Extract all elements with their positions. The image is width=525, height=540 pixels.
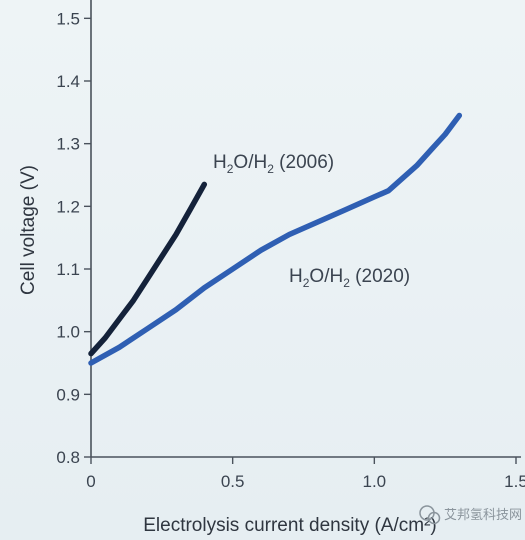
axes: 0.8 0.9 1.0 1.1 1.2 1.3 1.4 1.5 0 0.5 1.0 1.5 [56, 0, 525, 491]
x-tick-label: 0 [86, 472, 95, 491]
x-tick-label: 0.5 [221, 472, 245, 491]
y-tick-label: 1.2 [56, 197, 80, 216]
y-tick-label: 0.8 [56, 448, 80, 467]
watermark-text: 艾邦氢科技网 [444, 508, 522, 523]
x-axis-title: Electrolysis current density (A/cm²) [143, 515, 437, 536]
watermark: 艾邦氢科技网 [419, 505, 522, 525]
series-label-1: H2O/H2 (2006) [213, 152, 334, 176]
y-tick-label: 1.1 [56, 260, 80, 279]
y-tick-label: 1.0 [56, 323, 80, 342]
wechat-icon [419, 505, 441, 525]
y-tick-label: 1.4 [56, 72, 80, 91]
series-layer [88, 112, 463, 366]
labels-layer: H2O/H2 (2006) H2O/H2 (2020) [213, 152, 410, 290]
x-tick-label: 1.5 [504, 472, 525, 491]
x-tick-label: 1.0 [363, 472, 387, 491]
y-tick-label: 0.9 [56, 385, 80, 404]
y-tick-label: 1.5 [56, 9, 80, 28]
series-line-1 [88, 181, 208, 357]
series-line-2 [88, 112, 463, 366]
series-label-2: H2O/H2 (2020) [289, 266, 410, 290]
y-axis-title: Cell voltage (V) [18, 165, 39, 295]
y-tick-label: 1.3 [56, 135, 80, 154]
